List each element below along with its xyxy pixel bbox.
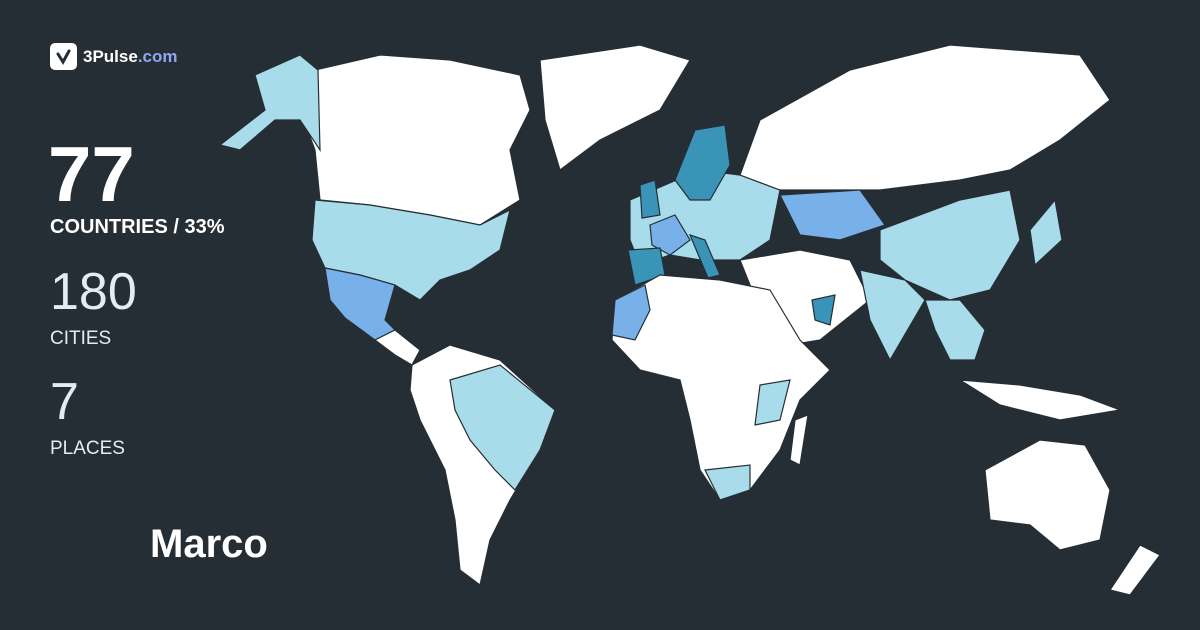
places-label: PLACES: [50, 438, 125, 459]
region-morocco: [611, 284, 651, 341]
region-italy: [688, 234, 721, 279]
region-scandinavia: [674, 124, 731, 201]
logo-text: 3Pulse.com: [83, 46, 178, 66]
region-japan: [1029, 198, 1063, 267]
region-oman: [811, 294, 836, 326]
region-africa: [611, 274, 831, 501]
region-uk: [639, 179, 661, 219]
region-central-america: [373, 329, 421, 366]
region-alaska: [218, 54, 321, 153]
region-china: [879, 189, 1021, 301]
region-east-africa: [754, 379, 791, 426]
region-france: [649, 214, 691, 256]
places-count: 7: [50, 373, 79, 431]
region-south-africa: [704, 464, 751, 501]
region-greenland: [539, 44, 691, 171]
cities-label: CITIES: [50, 328, 112, 349]
region-madagascar: [789, 414, 809, 466]
region-brazil: [449, 364, 556, 491]
cities-count: 180: [50, 263, 137, 321]
countries-label: COUNTRIES / 33%: [50, 216, 225, 238]
region-canada: [299, 54, 531, 226]
user-name: Marco: [150, 522, 268, 566]
region-new-zealand: [1109, 544, 1161, 596]
check-icon: [50, 43, 77, 70]
countries-count: 77: [48, 130, 135, 218]
region-india: [859, 269, 926, 362]
region-kazakhstan: [779, 189, 886, 241]
region-australia: [984, 439, 1111, 551]
logo[interactable]: 3Pulse.com: [50, 43, 178, 70]
region-indonesia: [959, 379, 1123, 421]
region-se-asia: [924, 299, 986, 361]
region-russia: [739, 44, 1111, 191]
